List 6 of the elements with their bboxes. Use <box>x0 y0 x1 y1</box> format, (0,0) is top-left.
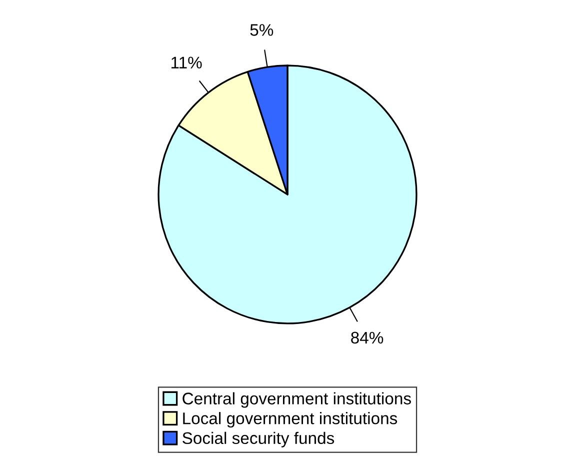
legend-label: Local government institutions <box>183 412 398 428</box>
data-label: 5% <box>250 24 274 36</box>
data-label: 11% <box>172 56 202 68</box>
data-label: 84% <box>351 332 384 344</box>
legend-label: Central government institutions <box>182 392 411 408</box>
legend-label: Social security funds <box>182 432 334 448</box>
